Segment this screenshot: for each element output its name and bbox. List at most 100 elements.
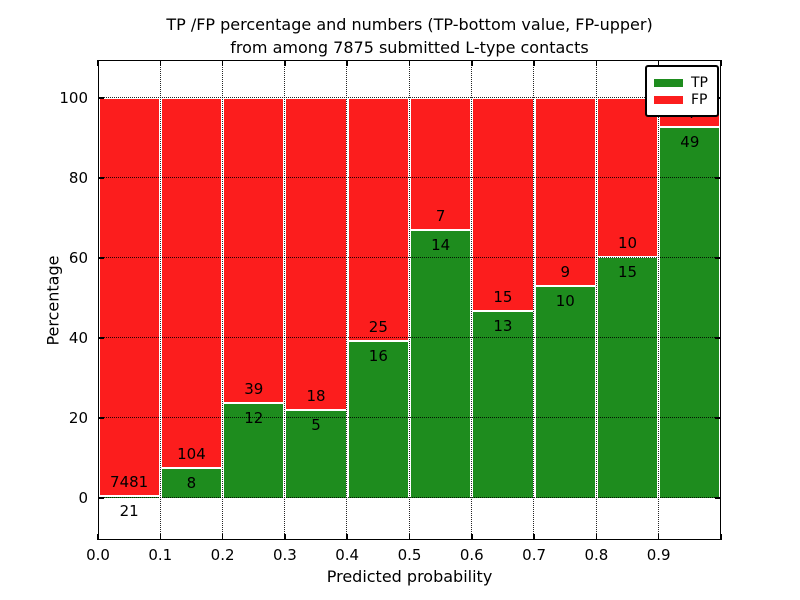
bar-bin-0.4-0.5 bbox=[348, 98, 408, 498]
gridline-horizontal bbox=[98, 177, 721, 179]
legend-swatch-tp bbox=[654, 79, 683, 87]
fp-count-label: 104 bbox=[177, 445, 206, 464]
fp-count-label: 7 bbox=[435, 207, 446, 226]
y-tick-label: 20 bbox=[68, 409, 88, 427]
gridline-horizontal bbox=[98, 97, 721, 99]
tp-count-label: 49 bbox=[680, 133, 700, 152]
x-tick-mark bbox=[657, 534, 660, 540]
x-tick-mark bbox=[346, 534, 348, 540]
x-tick-label: 0.1 bbox=[148, 546, 173, 564]
x-tick-mark bbox=[284, 534, 286, 540]
gridline-horizontal bbox=[98, 337, 721, 339]
bar-bin-0.8-0.9 bbox=[597, 98, 658, 498]
chart-title: TP /FP percentage and numbers (TP-bottom… bbox=[98, 13, 721, 59]
x-tick-mark-top bbox=[533, 60, 535, 66]
bar-segment-tp bbox=[411, 231, 471, 498]
bar-segment-fp bbox=[286, 98, 346, 412]
x-tick-mark bbox=[471, 534, 473, 540]
fp-count-label: 15 bbox=[493, 288, 513, 307]
bar-segment-fp bbox=[535, 98, 595, 288]
bar-segment-tp bbox=[660, 128, 720, 498]
bar-bin-0.5-0.6 bbox=[411, 98, 471, 498]
fp-count-label: 25 bbox=[368, 317, 388, 336]
bar-segment-tp bbox=[473, 312, 533, 498]
y-tick-mark-right bbox=[715, 257, 721, 259]
tp-count-label: 13 bbox=[493, 317, 513, 336]
x-tick-mark bbox=[221, 534, 224, 540]
x-tick-mark-top bbox=[657, 60, 660, 66]
x-tick-label: 0.9 bbox=[646, 546, 671, 564]
y-tick-mark-right bbox=[715, 337, 721, 339]
bar-bin-0.6-0.7 bbox=[473, 98, 533, 498]
gridline-horizontal bbox=[98, 497, 721, 499]
legend-swatch-fp bbox=[654, 96, 683, 104]
bar-bin-0.7-0.8 bbox=[535, 98, 595, 498]
x-tick-mark-top bbox=[221, 60, 224, 66]
x-axis-label: Predicted probability bbox=[326, 567, 493, 586]
y-tick-mark-right bbox=[715, 497, 721, 499]
plot-area: 74812110483912185251671415139101015449 bbox=[97, 60, 722, 540]
y-tick-mark bbox=[98, 257, 104, 259]
y-tick-label: 80 bbox=[68, 169, 88, 187]
tp-count-label: 5 bbox=[311, 416, 321, 435]
tp-count-label: 21 bbox=[119, 501, 139, 520]
x-tick-label: 0.3 bbox=[272, 546, 297, 564]
tp-count-label: 10 bbox=[555, 292, 575, 311]
x-tick-label: 0.0 bbox=[86, 546, 110, 564]
gridline-vertical bbox=[657, 60, 659, 540]
legend-label-fp: FP bbox=[691, 92, 708, 108]
chart-title-line2: from among 7875 submitted L-type contact… bbox=[230, 38, 589, 57]
x-tick-mark bbox=[720, 534, 722, 540]
chart-title-line1: TP /FP percentage and numbers (TP-bottom… bbox=[166, 15, 653, 34]
tp-count-label: 16 bbox=[368, 346, 388, 365]
tp-count-label: 8 bbox=[186, 474, 197, 493]
fp-count-label: 18 bbox=[306, 387, 326, 406]
bar-segment-tp bbox=[224, 403, 284, 498]
legend-item-fp: FP bbox=[654, 93, 710, 107]
bar-segment-fp bbox=[473, 98, 533, 313]
x-tick-mark-top bbox=[408, 60, 411, 66]
x-tick-label: 0.5 bbox=[397, 546, 422, 564]
gridline-vertical bbox=[595, 60, 597, 540]
legend: TP FP bbox=[645, 65, 719, 117]
y-tick-mark bbox=[98, 417, 104, 419]
gridline-vertical bbox=[533, 60, 535, 540]
x-tick-mark-top bbox=[346, 60, 348, 66]
y-tick-mark-right bbox=[715, 417, 721, 419]
y-tick-mark bbox=[98, 497, 104, 499]
bar-bin-0.1-0.2 bbox=[161, 98, 222, 498]
y-tick-mark bbox=[98, 177, 104, 179]
bar-segment-fp bbox=[99, 98, 159, 497]
y-tick-label: 40 bbox=[68, 329, 88, 347]
gridline-horizontal bbox=[98, 417, 721, 419]
y-tick-label: 60 bbox=[68, 249, 88, 267]
x-tick-label: 0.8 bbox=[584, 546, 609, 564]
bar-bin-0.0-0.1 bbox=[99, 98, 159, 498]
tp-count-label: 14 bbox=[431, 236, 451, 255]
bar-segment-fp bbox=[348, 98, 408, 342]
gridline-vertical bbox=[408, 60, 410, 540]
y-axis-label: Percentage bbox=[43, 255, 63, 346]
y-tick-mark bbox=[98, 337, 104, 339]
y-tick-mark bbox=[98, 97, 104, 99]
y-tick-mark-right bbox=[715, 177, 721, 179]
x-tick-mark-top bbox=[595, 60, 598, 66]
bar-segment-tp bbox=[161, 469, 222, 498]
bar-segment-fp bbox=[224, 98, 284, 404]
bar-segment-tp bbox=[535, 287, 595, 498]
fp-count-label: 7481 bbox=[110, 472, 149, 491]
x-tick-mark-top bbox=[471, 60, 473, 66]
bar-segment-tp bbox=[597, 258, 658, 498]
fp-count-label: 39 bbox=[244, 379, 264, 398]
x-tick-mark bbox=[97, 534, 99, 540]
x-tick-label: 0.2 bbox=[210, 546, 235, 564]
x-tick-label: 0.4 bbox=[335, 546, 360, 564]
x-tick-label: 0.7 bbox=[522, 546, 547, 564]
bar-segment-tp bbox=[348, 341, 408, 498]
bar-bin-0.3-0.4 bbox=[286, 98, 346, 498]
y-tick-label: 100 bbox=[59, 89, 88, 107]
y-tick-label: 0 bbox=[78, 489, 88, 507]
x-tick-mark bbox=[533, 534, 535, 540]
x-tick-mark-top bbox=[284, 60, 286, 66]
gridline-vertical bbox=[471, 60, 473, 540]
